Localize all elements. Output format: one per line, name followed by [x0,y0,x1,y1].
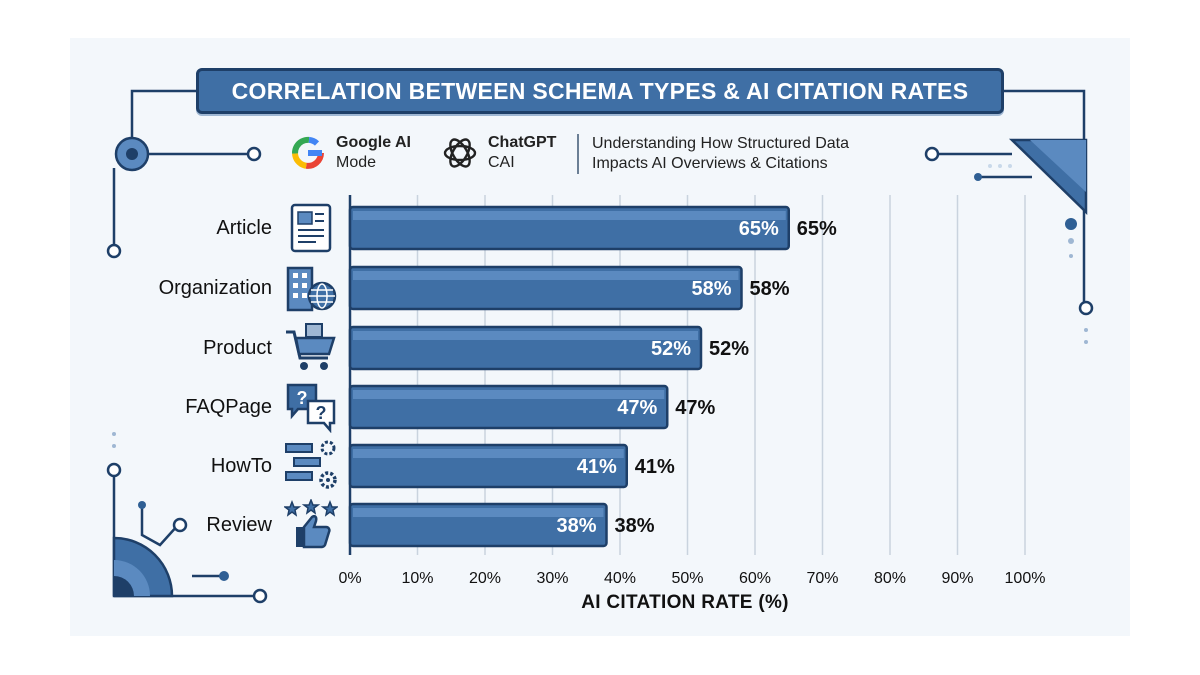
svg-text:?: ? [297,388,308,408]
x-tick-label: 70% [806,570,838,587]
category-label: Review [206,514,272,536]
howto-steps-gears-icon [285,440,337,489]
bar-value-label: 38% [615,515,655,537]
chart-title: CORRELATION BETWEEN SCHEMA TYPES & AI CI… [196,68,1004,114]
category-label: HowTo [210,455,272,477]
x-tick-label: 30% [536,570,568,587]
brand-name: Google AI [336,134,411,151]
brand-name: ChatGPT [488,134,557,151]
x-tick-label: 40% [604,570,636,587]
brand-google-ai-mode: Google AI Mode [288,131,411,175]
bar-highlight [353,271,739,280]
bar-highlight [353,331,698,340]
chart-subtitle: Understanding How Structured Data Impact… [592,134,849,174]
bar-inner-value-label: 47% [617,397,657,419]
x-tick-label: 90% [941,570,973,587]
bar-value-label: 58% [750,278,790,300]
bar-inner-value-label: 41% [577,456,617,478]
header-divider [577,134,579,174]
x-tick-label: 50% [671,570,703,587]
google-g-icon [292,136,324,169]
bar-inner-value-label: 58% [691,278,731,300]
bar-inner-value-label: 65% [739,218,779,240]
bar-highlight [353,449,624,458]
bar-highlight [353,390,665,399]
bar-inner-value-label: 52% [651,338,691,360]
bar-value-label: 47% [675,397,715,419]
x-tick-label: 0% [338,570,361,587]
brand-sub: CAI [488,154,515,171]
brand-chatgpt: ChatGPT CAI [440,131,556,175]
bar-highlight [353,211,786,220]
review-stars-thumbs-up-icon [284,499,338,549]
category-label: FAQPage [185,396,272,418]
x-axis-title: AI CITATION RATE (%) [581,592,789,613]
category-label: Article [216,217,272,239]
subtitle-line-1: Understanding How Structured Data [592,135,850,152]
bar-inner-value-label: 38% [556,515,596,537]
svg-text:?: ? [316,403,327,423]
category-label: Product [203,337,272,359]
openai-knot-icon [443,138,477,168]
article-document-icon [290,203,332,253]
x-tick-label: 10% [401,570,433,587]
category-label: Organization [158,277,272,299]
bar-value-label: 65% [797,218,837,240]
organization-building-globe-icon [286,266,337,312]
x-tick-label: 20% [469,570,501,587]
brand-sub: Mode [336,154,377,171]
bar-value-label: 52% [709,338,749,360]
x-tick-label: 80% [874,570,906,587]
bar-value-label: 41% [635,456,675,478]
faq-speech-bubbles-icon: ? ? [286,383,336,433]
x-tick-label: 100% [1005,570,1046,587]
subtitle-line-2: Impacts AI Overviews & Citations [592,155,828,172]
product-cart-icon [286,323,336,370]
bar-highlight [353,508,604,517]
x-tick-label: 60% [739,570,771,587]
